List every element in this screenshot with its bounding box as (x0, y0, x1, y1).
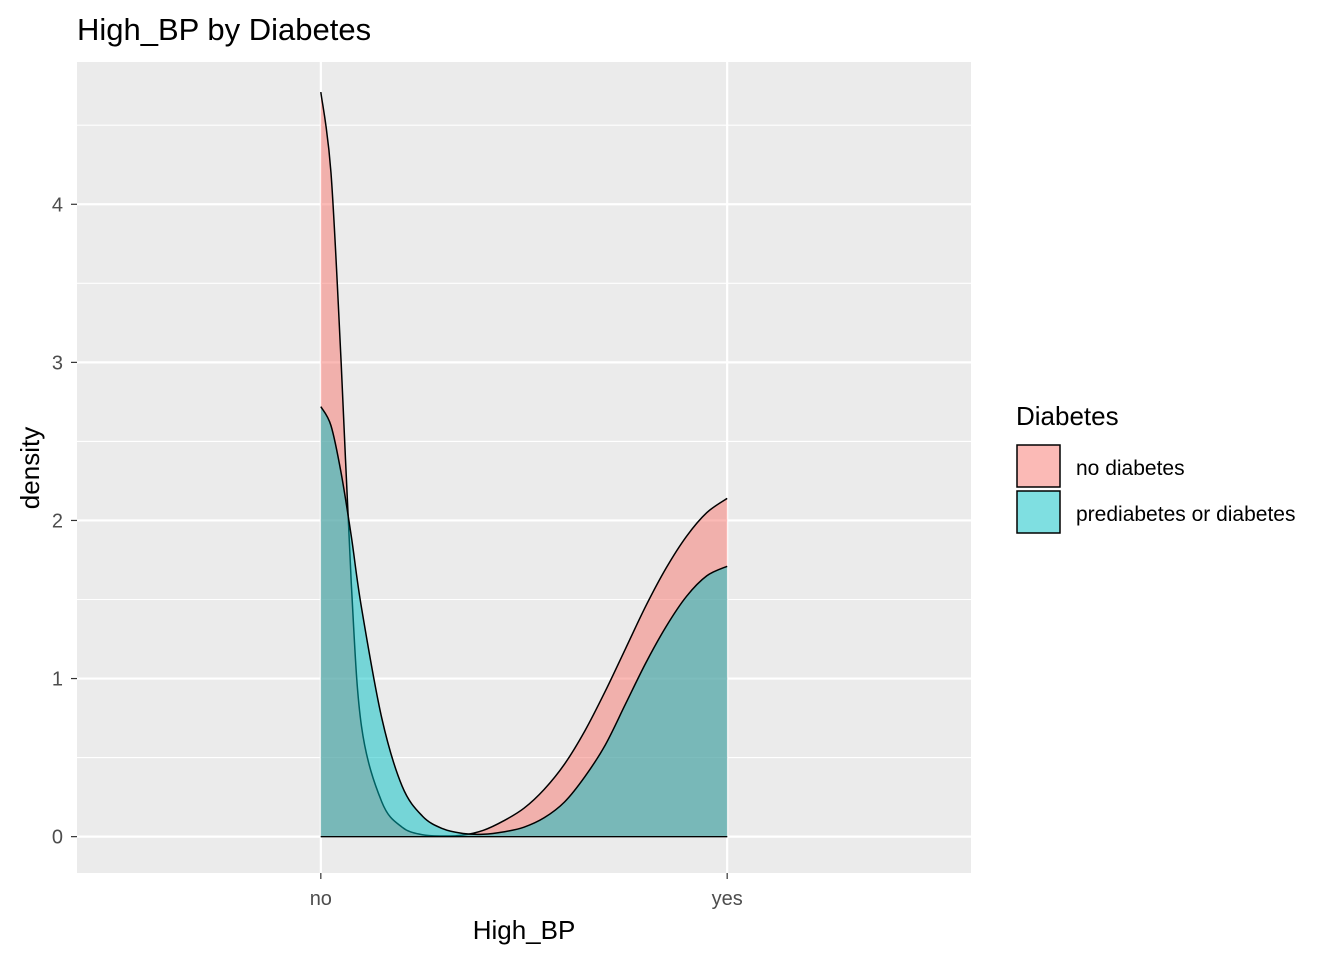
y-tick-label: 2 (52, 510, 63, 532)
x-tick-label: no (310, 888, 332, 910)
legend: Diabetes no diabetes prediabetes or diab… (1016, 401, 1296, 534)
y-tick-label: 1 (52, 669, 63, 691)
density-area-no-diabetes (320, 92, 728, 837)
y-tick-label: 4 (52, 194, 63, 216)
legend-key-no-diabetes (1016, 444, 1061, 488)
y-tick-label: 3 (52, 352, 63, 374)
legend-label-prediabetes: prediabetes or diabetes (1076, 503, 1296, 526)
legend-key-prediabetes (1016, 490, 1061, 534)
density-line-prediabetes (320, 406, 728, 836)
density-area-prediabetes (320, 406, 728, 837)
x-tick-label: yes (712, 888, 743, 910)
legend-title: Diabetes (1016, 401, 1119, 431)
x-axis-title: High_BP (473, 915, 576, 945)
chart-title: High_BP by Diabetes (77, 12, 371, 47)
density-areas (320, 91, 728, 838)
y-axis-title: density (15, 427, 45, 509)
y-axis: 0 1 2 3 4 (52, 194, 77, 849)
x-axis: no yes (310, 873, 743, 910)
minor-grid (77, 124, 971, 759)
y-tick-label: 0 (52, 827, 63, 849)
plot-panel (77, 62, 971, 873)
legend-label-no-diabetes: no diabetes (1076, 457, 1185, 480)
